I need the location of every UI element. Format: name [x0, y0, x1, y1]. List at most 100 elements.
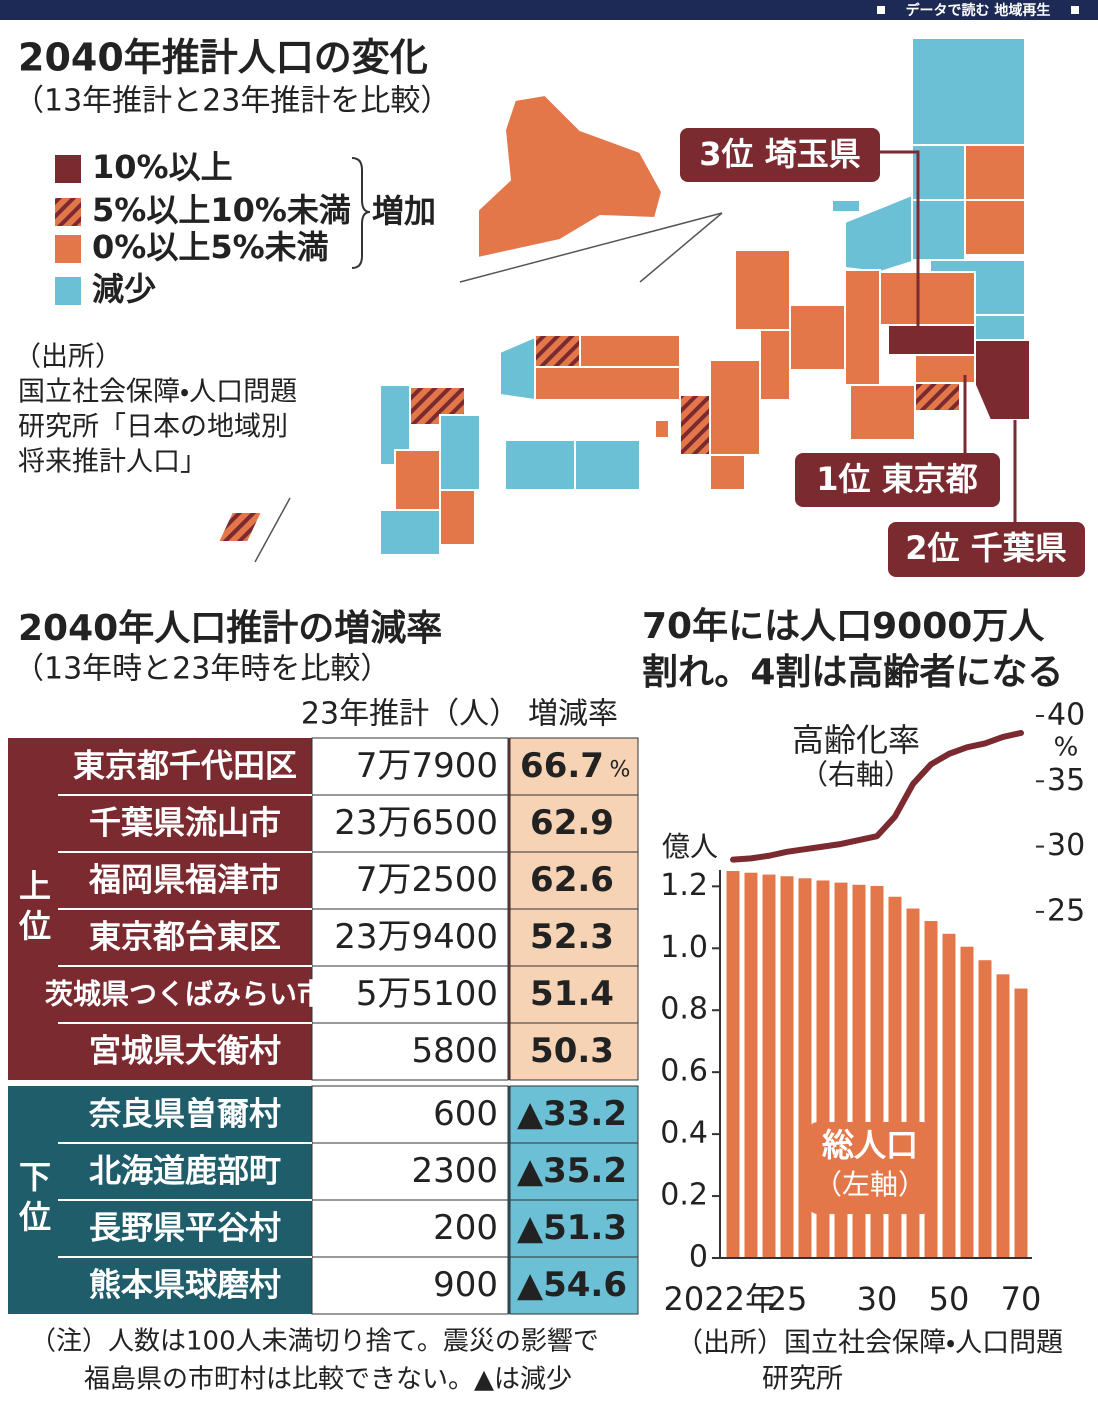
banner-square	[1071, 6, 1079, 14]
y-tick-label: 0.6	[660, 1054, 708, 1089]
chart-title: 割れ。4割は高齢者になる	[642, 652, 1063, 693]
chart-source: 研究所	[762, 1364, 843, 1395]
legend-label: 0%以上5%未満	[92, 228, 329, 266]
row-population: 5万5100	[356, 974, 498, 1014]
table-title: 2040年人口推計の増減率	[18, 608, 442, 649]
y2-tick-label: 30	[1047, 828, 1085, 863]
legend-swatch	[55, 235, 81, 263]
row-rate: 50.3	[530, 1031, 614, 1071]
row-population: 5800	[411, 1031, 498, 1071]
y-tick-label: 0.8	[660, 992, 708, 1027]
ranking-box	[795, 453, 1000, 507]
y-tick-label: 0	[689, 1240, 708, 1275]
line	[730, 729, 1024, 863]
y2-tick-label: 25	[1047, 893, 1085, 928]
rate-cell	[509, 1199, 639, 1258]
rate-cell	[509, 965, 639, 1024]
row-name: 茨城県つくばみらい市	[45, 978, 325, 1011]
population-cell	[311, 965, 509, 1024]
row-population: 23万9400	[334, 917, 498, 957]
banner-square	[877, 6, 885, 14]
row-name: 宮城県大衡村	[89, 1032, 281, 1070]
column-header: 23年推計（人）	[301, 697, 519, 732]
bar	[996, 974, 1010, 1258]
bar	[762, 874, 776, 1258]
y2-tick-label: 40	[1047, 698, 1085, 733]
row-name: 東京都台東区	[89, 918, 281, 956]
rate-cell	[509, 1256, 639, 1315]
bar	[726, 871, 740, 1258]
ranking-leader	[880, 150, 920, 335]
population-cell	[311, 1256, 509, 1315]
legend-label: 減少	[92, 270, 156, 308]
population-cell	[311, 1142, 509, 1201]
row-rate: ▲33.2	[517, 1094, 627, 1134]
rate-cell	[509, 1142, 639, 1201]
rate-cell	[509, 737, 639, 796]
row-rate: 52.3	[530, 917, 614, 957]
rate-cell	[509, 908, 639, 967]
bar	[780, 876, 794, 1258]
row-name: 東京都千代田区	[73, 747, 297, 785]
row-name: 熊本県球磨村	[89, 1266, 281, 1304]
bar	[960, 946, 974, 1258]
group-label: 上位	[14, 869, 52, 949]
y-tick-label: 0.2	[660, 1178, 708, 1213]
chart-source: （出所）国立社会保障・人口問題	[676, 1328, 1063, 1359]
series-name: 総人口	[822, 1126, 918, 1164]
x-tick-label: 50	[929, 1280, 970, 1318]
row-population: 7万2500	[356, 860, 498, 900]
series-note: （右軸）	[800, 758, 912, 791]
ranking-label: 3位 埼玉県	[699, 135, 860, 173]
bar	[1014, 988, 1028, 1258]
x-tick-label: 70	[1001, 1280, 1042, 1318]
population-cell	[311, 794, 509, 853]
row-rate: ▲54.6	[517, 1265, 627, 1305]
y2-tick-label: 35	[1047, 763, 1085, 798]
row-population: 23万6500	[334, 803, 498, 843]
population-cell	[311, 1022, 509, 1081]
column-header: 増減率	[528, 697, 618, 732]
legend-label: 10%以上	[92, 148, 233, 186]
y-tick-label: 0.4	[660, 1116, 708, 1151]
rate-cell	[509, 794, 639, 853]
bar	[978, 960, 992, 1258]
population-cell	[311, 908, 509, 967]
row-name: 北海道鹿部町	[89, 1152, 281, 1190]
series-note: （左軸）	[814, 1168, 926, 1201]
table-note: 福島県の市町村は比較できない。▲は減少	[84, 1365, 572, 1395]
x-tick-label: 25	[767, 1280, 808, 1318]
map-subtitle: （13年推計と23年推計を比較）	[14, 84, 450, 119]
legend-swatch	[55, 277, 81, 305]
row-rate: 51.4	[530, 974, 614, 1014]
banner	[0, 0, 1098, 20]
row-rate: ▲51.3	[517, 1208, 627, 1248]
row-name: 千葉県流山市	[89, 804, 281, 842]
rate-unit: %	[610, 758, 631, 783]
row-rate: ▲35.2	[517, 1151, 627, 1191]
x-tick-label: 30	[857, 1280, 898, 1318]
row-name: 長野県平谷村	[89, 1209, 281, 1247]
row-rate: 66.7	[520, 746, 604, 786]
population-cell	[311, 1199, 509, 1258]
table-subtitle: （13年時と23年時を比較）	[14, 652, 390, 687]
y-tick-label: 1.2	[660, 868, 708, 903]
y-tick-label: 1.0	[660, 930, 708, 965]
bar	[942, 933, 956, 1258]
ranking-label: 1位 東京都	[816, 460, 977, 498]
series-name: 高齢化率	[792, 721, 920, 759]
chart-title: 70年には人口9000万人	[642, 606, 1045, 647]
source-line: 国立社会保障・人口問題	[18, 377, 297, 408]
row-population: 7万7900	[356, 746, 498, 786]
group-label: 下位	[14, 1160, 52, 1240]
legend-swatch	[55, 198, 81, 226]
legend-group: 増加	[372, 192, 436, 230]
x-tick-label: 2022年	[664, 1280, 777, 1318]
y-axis-unit: 億人	[662, 830, 718, 863]
bar	[744, 872, 758, 1258]
row-rate: 62.9	[530, 803, 614, 843]
ranking-box	[888, 522, 1085, 577]
source-line: 研究所「日本の地域別	[18, 412, 288, 443]
